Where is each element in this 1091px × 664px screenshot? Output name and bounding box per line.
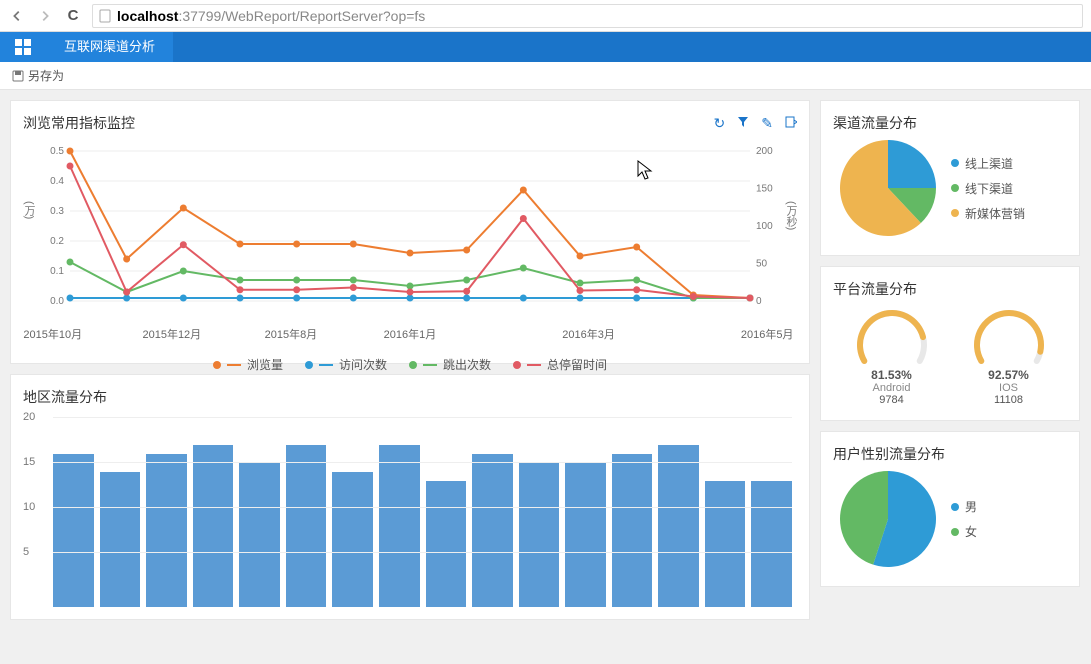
main-content: 浏览常用指标监控 ↻ ✎ (万) (万秒) 0.0 0.1 0.2 0.3 0.4 0.5… [0,90,1091,630]
svg-text:0.1: 0.1 [50,266,64,277]
page-icon [99,9,111,23]
card-metrics-monitor: 浏览常用指标监控 ↻ ✎ (万) (万秒) 0.0 0.1 0.2 0.3 0.4 0.5… [10,100,810,364]
app-header: 互联网渠道分析 [0,32,1091,62]
export-icon[interactable] [785,115,797,132]
svg-text:50: 50 [756,259,768,270]
line-chart: (万) (万秒) 0.00.10.20.30.40.5050100150200 … [23,141,797,351]
card-title: 用户性别流量分布 [833,444,1067,464]
card-actions: ↻ ✎ [714,115,797,132]
legend-item[interactable]: 新媒体营销 [951,205,1025,222]
legend-item[interactable]: 线上渠道 [951,155,1025,172]
legend-item[interactable]: 访问次数 [305,356,387,373]
url-bar[interactable]: localhost:37799/WebReport/ReportServer?o… [92,4,1083,28]
line-chart-svg: 0.0 0.1 0.2 0.3 0.4 0.5 0 50 100 150 200 [23,141,797,321]
card-title: 平台流量分布 [833,279,1067,299]
card-region-traffic: 地区流量分布 5 10 15 20 [10,374,810,620]
gauge-ios: 92.57% IOS 11108 [969,305,1049,406]
bar[interactable] [705,481,746,607]
bar[interactable] [472,454,513,607]
card-title: 渠道流量分布 [833,113,1067,133]
channel-pie-svg [833,133,943,243]
y-right-label: (万秒) [783,201,799,230]
channel-pie-legend: 线上渠道线下渠道新媒体营销 [951,155,1025,222]
svg-text:200: 200 [756,146,773,157]
gender-pie-svg [833,464,943,574]
app-menu-button[interactable] [0,32,46,62]
bar[interactable] [379,445,420,607]
y-left-label: (万) [21,201,37,219]
save-as-label: 另存为 [28,67,64,84]
legend-item[interactable]: 总停留时间 [513,356,607,373]
forward-button[interactable] [36,7,54,25]
gender-pie-legend: 男女 [951,498,977,540]
bar[interactable] [239,463,280,607]
card-gender-pie: 用户性别流量分布 男女 [820,431,1080,587]
line-legend: 浏览量 访问次数 跳出次数 总停留时间 [23,356,797,373]
line-x-labels: 2015年10月2015年12月2015年8月2016年1月2016年3月201… [23,326,797,342]
bar[interactable] [332,472,373,607]
svg-text:150: 150 [756,184,773,195]
save-as-button[interactable]: 另存为 [12,67,64,84]
gauge-android: 81.53% Android 9784 [852,305,932,406]
bar[interactable] [426,481,467,607]
bar[interactable] [100,472,141,607]
card-platform-gauges: 平台流量分布 81.53% Android 9784 92.57% IOS 11… [820,266,1080,421]
svg-text:0.3: 0.3 [50,206,64,217]
tab-channel-analysis[interactable]: 互联网渠道分析 [46,32,173,62]
toolbar: 另存为 [0,62,1091,90]
reload-button[interactable]: C [64,7,82,25]
bar[interactable] [565,463,606,607]
bar[interactable] [519,463,560,607]
bar[interactable] [751,481,792,607]
legend-item[interactable]: 跳出次数 [409,356,491,373]
svg-text:100: 100 [756,221,773,232]
bar[interactable] [286,445,327,607]
refresh-icon[interactable]: ↻ [714,115,726,132]
browser-chrome: C localhost:37799/WebReport/ReportServer… [0,0,1091,32]
bar[interactable] [612,454,653,607]
legend-item[interactable]: 浏览量 [213,356,283,373]
edit-icon[interactable]: ✎ [761,115,773,132]
bar[interactable] [146,454,187,607]
url-text: localhost:37799/WebReport/ReportServer?o… [117,8,425,24]
legend-item[interactable]: 线下渠道 [951,180,1025,197]
card-title: 浏览常用指标监控 [23,113,135,133]
save-icon [12,70,24,82]
back-button[interactable] [8,7,26,25]
bar[interactable] [53,454,94,607]
bar[interactable] [658,445,699,607]
card-channel-pie: 渠道流量分布 线上渠道线下渠道新媒体营销 [820,100,1080,256]
legend-item[interactable]: 女 [951,523,977,540]
svg-text:0.0: 0.0 [50,296,64,307]
bar[interactable] [193,445,234,607]
svg-text:0.2: 0.2 [50,236,64,247]
filter-icon[interactable] [737,115,749,132]
gauges-row: 81.53% Android 9784 92.57% IOS 11108 [833,299,1067,408]
legend-item[interactable]: 男 [951,498,977,515]
card-title: 地区流量分布 [23,387,797,407]
svg-text:0: 0 [756,296,762,307]
svg-text:0.4: 0.4 [50,176,64,187]
svg-text:0.5: 0.5 [50,146,64,157]
bar-chart: 5 10 15 20 [23,407,797,607]
